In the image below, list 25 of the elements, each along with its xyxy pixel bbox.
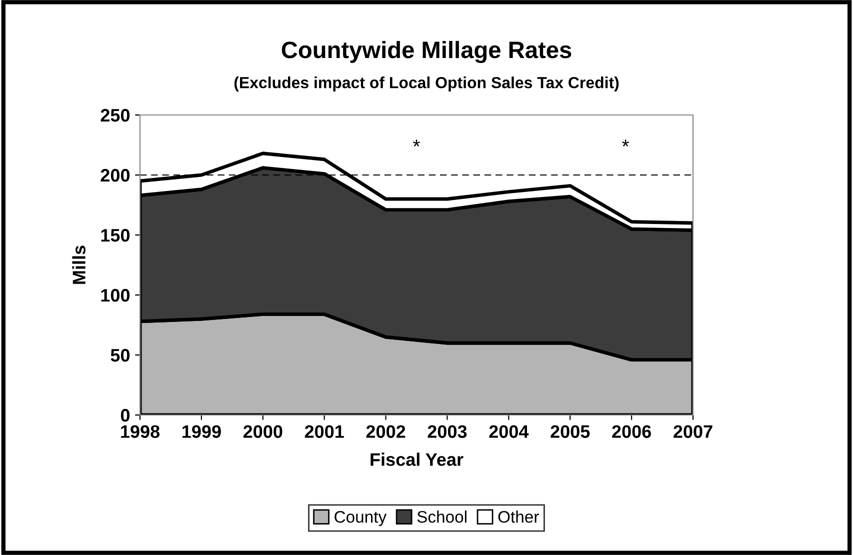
- x-tick-label: 2000: [243, 425, 282, 438]
- x-tick-label: 1999: [182, 425, 221, 438]
- annotation: *: [413, 140, 420, 146]
- x-tick-label: 2001: [304, 425, 344, 438]
- y-tick-label: 250: [100, 108, 130, 122]
- y-tick-label: 150: [101, 228, 130, 242]
- legend-label: Other: [498, 510, 539, 523]
- y-axis-title: Mills: [72, 246, 86, 284]
- x-tick-label: 2007: [674, 425, 712, 438]
- legend-label: School: [417, 510, 466, 523]
- y-tick-label: 200: [100, 168, 130, 182]
- chart-title: Countywide Millage Rates: [282, 40, 572, 64]
- x-tick-label: 2003: [428, 425, 467, 438]
- x-tick-label: 2002: [366, 425, 406, 438]
- y-tick-label: 50: [110, 348, 130, 362]
- x-axis-title: Fiscal Year: [370, 452, 464, 466]
- x-tick-label: 2005: [550, 425, 590, 438]
- legend-label: County: [334, 510, 387, 526]
- annotation: *: [622, 140, 630, 146]
- y-tick-label: 100: [101, 288, 130, 302]
- x-tick-label: 2004: [489, 425, 529, 438]
- y-tick-label: 0: [120, 408, 130, 422]
- x-tick-label: 2006: [612, 425, 651, 438]
- chart-subtitle: (Excludes impact of Local Option Sales Tax Credit): [234, 76, 619, 92]
- x-tick-label: 1998: [121, 425, 160, 438]
